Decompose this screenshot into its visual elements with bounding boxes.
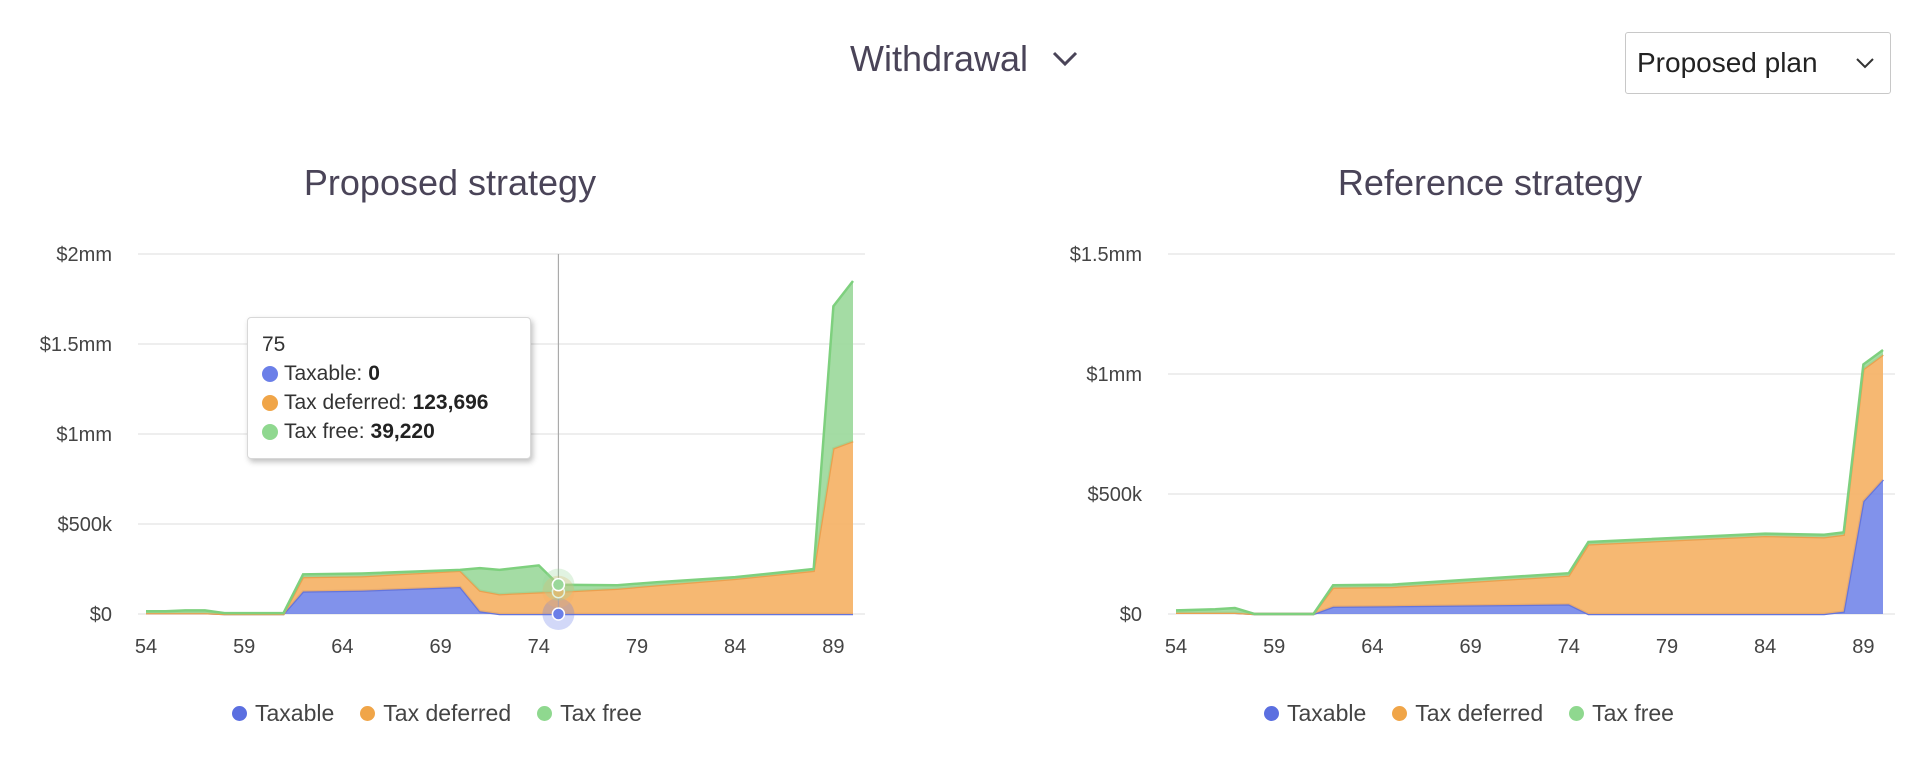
tax-free-line xyxy=(146,280,854,615)
legend-label-tax-free: Tax free xyxy=(560,700,642,726)
tax-deferred-dot-icon xyxy=(360,706,376,721)
reference-legend: Taxable Tax deferred Tax free xyxy=(1264,700,1700,727)
legend-label-tax-deferred: Tax deferred xyxy=(1415,700,1544,726)
legend-item-tax-free[interactable]: Tax free xyxy=(1569,700,1674,727)
tooltip-row-tax-deferred: Tax deferred: 123,696 xyxy=(262,388,516,417)
tax-deferred-area xyxy=(1176,354,1883,614)
x-tick-label: 64 xyxy=(331,636,353,658)
y-tick-label: $1.5mm xyxy=(1070,244,1142,266)
legend-item-tax-free[interactable]: Tax free xyxy=(537,700,642,727)
x-tick-label: 79 xyxy=(1656,636,1678,658)
y-tick-label: $500k xyxy=(58,514,113,536)
x-tick-label: 89 xyxy=(1852,636,1874,658)
plan-select-value: Proposed plan xyxy=(1637,47,1818,78)
legend-item-tax-deferred[interactable]: Tax deferred xyxy=(1392,700,1543,727)
y-tick-label: $2mm xyxy=(56,244,112,266)
tax-free-dot-icon xyxy=(1569,706,1585,721)
x-tick-label: 74 xyxy=(1558,636,1580,658)
taxable-dot-icon xyxy=(262,365,278,382)
taxable-hover-point xyxy=(551,607,566,621)
chart-tooltip: 75 Taxable: 0 Tax deferred: 123,696 Tax … xyxy=(247,317,531,459)
reference-strategy-title: Reference strategy xyxy=(1337,162,1643,203)
view-selector-label: Withdrawal xyxy=(850,38,1029,79)
y-tick-label: $500k xyxy=(1088,484,1143,506)
proposed-strategy-title: Proposed strategy xyxy=(303,162,597,203)
x-tick-label: 69 xyxy=(429,636,451,658)
tax-free-dot-icon xyxy=(262,423,278,440)
y-tick-label: $1.5mm xyxy=(40,334,112,356)
x-tick-label: 89 xyxy=(822,636,844,658)
tooltip-tax-free-value: 39,220 xyxy=(370,420,435,443)
x-tick-label: 84 xyxy=(724,636,746,658)
tooltip-row-taxable: Taxable: 0 xyxy=(262,359,516,388)
tax-free-hover-point xyxy=(551,577,566,592)
proposed-legend: Taxable Tax deferred Tax free xyxy=(232,700,668,727)
x-tick-label: 59 xyxy=(1263,636,1285,658)
chevron-down-icon xyxy=(1856,58,1874,69)
x-tick-label: 79 xyxy=(626,636,648,658)
x-tick-label: 54 xyxy=(1165,636,1187,658)
tooltip-taxable-label: Taxable: xyxy=(284,362,363,385)
taxable-dot-icon xyxy=(1264,706,1279,721)
legend-item-tax-deferred[interactable]: Tax deferred xyxy=(360,700,511,727)
legend-item-taxable[interactable]: Taxable xyxy=(232,700,334,727)
x-tick-label: 59 xyxy=(233,636,255,658)
tax-deferred-dot-icon xyxy=(1392,706,1408,721)
tax-free-dot-icon xyxy=(537,706,553,721)
view-selector[interactable]: Withdrawal xyxy=(850,38,1080,80)
chevron-down-icon xyxy=(1053,51,1078,67)
tooltip-tax-deferred-label: Tax deferred: xyxy=(284,391,407,414)
taxable-area xyxy=(146,587,853,614)
x-tick-label: 54 xyxy=(135,636,157,658)
tooltip-tax-deferred-value: 123,696 xyxy=(412,391,489,414)
tax-deferred-area xyxy=(146,441,853,614)
tooltip-taxable-value: 0 xyxy=(368,362,380,385)
legend-label-tax-deferred: Tax deferred xyxy=(383,700,512,726)
legend-label-tax-free: Tax free xyxy=(1592,700,1674,726)
y-tick-label: $1mm xyxy=(1086,364,1142,386)
taxable-dot-icon xyxy=(232,706,247,721)
tax-deferred-dot-icon xyxy=(262,394,278,411)
x-tick-label: 69 xyxy=(1459,636,1481,658)
tooltip-year: 75 xyxy=(262,333,286,356)
legend-item-taxable[interactable]: Taxable xyxy=(1264,700,1366,727)
tooltip-row-tax-free: Tax free: 39,220 xyxy=(262,417,516,446)
x-tick-label: 84 xyxy=(1754,636,1776,658)
legend-label-taxable: Taxable xyxy=(255,700,335,726)
y-tick-label: $0 xyxy=(90,604,112,626)
x-tick-label: 74 xyxy=(528,636,550,658)
legend-label-taxable: Taxable xyxy=(1287,700,1367,726)
tax-free-line xyxy=(1175,348,1884,616)
x-tick-label: 64 xyxy=(1361,636,1383,658)
y-tick-label: $0 xyxy=(1120,604,1142,626)
tooltip-tax-free-label: Tax free: xyxy=(284,420,365,443)
y-tick-label: $1mm xyxy=(56,424,112,446)
plan-select-dropdown[interactable]: Proposed plan xyxy=(1625,32,1891,94)
